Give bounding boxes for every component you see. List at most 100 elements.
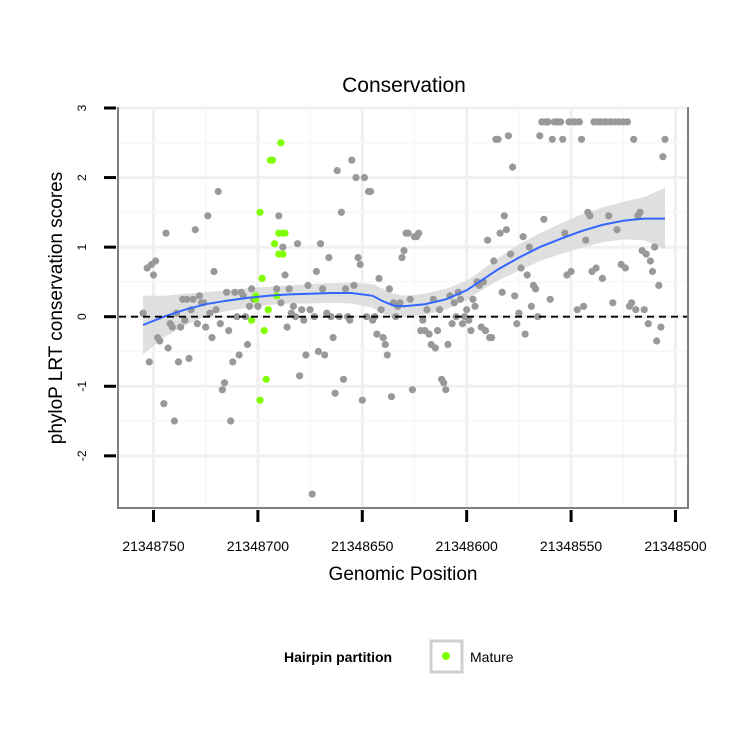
x-tick-label: 21348500 — [644, 538, 707, 554]
data-point-other — [298, 306, 306, 314]
data-point-other — [300, 316, 308, 324]
data-point-other — [229, 358, 237, 366]
x-tick-label: 21348550 — [540, 538, 603, 554]
data-point-other — [406, 295, 414, 303]
data-point-other — [467, 327, 475, 335]
data-point-other — [329, 334, 337, 342]
data-point-other — [575, 118, 584, 126]
data-point-mature — [258, 274, 266, 282]
data-point-mature — [256, 208, 264, 216]
data-point-other — [235, 351, 243, 359]
data-point-other — [511, 292, 519, 300]
y-tick-label: 2 — [75, 174, 89, 181]
data-point-other — [508, 163, 517, 171]
data-point-other — [339, 375, 348, 383]
data-point-other — [346, 316, 354, 324]
data-point-other — [327, 313, 335, 321]
data-point-other — [431, 344, 439, 352]
data-point-other — [277, 299, 285, 307]
data-point-other — [218, 386, 226, 394]
data-point-other — [440, 379, 448, 387]
data-point-other — [425, 330, 433, 338]
data-point-other — [306, 306, 314, 314]
data-point-other — [227, 417, 235, 425]
data-point-other — [536, 132, 544, 140]
x-axis: 21348750 21348700 21348650 21348600 21348550… — [122, 510, 707, 554]
data-point-other — [308, 490, 316, 498]
x-tick-label: 21348700 — [227, 538, 290, 554]
y-tick-label: -1 — [75, 381, 89, 392]
data-point-other — [435, 306, 444, 314]
data-point-other — [609, 299, 617, 307]
data-point-other — [296, 372, 304, 380]
data-point-other — [348, 156, 356, 164]
data-point-other — [400, 247, 408, 255]
data-point-other — [195, 292, 203, 300]
data-point-other — [546, 295, 554, 303]
y-axis: -2 -1 0 1 2 3 — [75, 104, 116, 461]
data-point-other — [331, 389, 339, 397]
data-point-other — [289, 302, 297, 310]
data-point-other — [557, 118, 565, 126]
data-point-other — [419, 316, 427, 324]
data-point-other — [214, 187, 222, 196]
data-point-other — [659, 153, 667, 161]
data-point-other — [598, 274, 607, 282]
data-point-other — [517, 264, 525, 272]
data-point-mature — [262, 375, 270, 383]
data-point-other — [448, 320, 456, 328]
data-point-other — [193, 320, 201, 328]
y-tick-label: 3 — [75, 104, 89, 111]
data-point-other — [162, 229, 170, 237]
data-point-mature — [260, 327, 268, 335]
data-point-other — [358, 396, 366, 404]
data-point-other — [630, 135, 638, 143]
data-point-other — [404, 229, 412, 237]
x-tick-label: 21348650 — [331, 538, 394, 554]
x-tick-label: 21348600 — [436, 538, 499, 554]
data-point-other — [273, 285, 281, 293]
data-point-other — [367, 187, 375, 196]
data-point-other — [168, 323, 176, 331]
data-point-other — [567, 267, 575, 276]
data-point-other — [385, 285, 393, 293]
data-point-other — [383, 351, 391, 359]
data-point-other — [463, 306, 471, 314]
data-point-mature — [268, 156, 277, 164]
data-point-other — [398, 254, 406, 262]
data-point-other — [291, 313, 300, 321]
data-point-other — [156, 337, 164, 345]
data-point-other — [181, 316, 189, 324]
data-point-mature — [279, 250, 287, 258]
data-point-other — [145, 358, 153, 366]
data-point-other — [174, 358, 183, 366]
data-point-other — [170, 417, 178, 425]
y-axis-title: phyloP LRT conservation scores — [46, 172, 67, 445]
data-point-other — [504, 132, 512, 140]
data-point-other — [613, 226, 621, 234]
data-point-other — [379, 334, 387, 342]
data-point-mature — [264, 306, 272, 314]
data-point-mature — [271, 240, 279, 248]
data-point-other — [605, 212, 613, 220]
data-point-other — [527, 302, 536, 310]
y-tick-label: 0 — [75, 313, 89, 320]
data-point-other — [160, 400, 168, 408]
data-point-other — [592, 264, 600, 272]
data-point-other — [644, 320, 652, 328]
data-point-other — [312, 267, 320, 276]
data-point-other — [621, 264, 630, 272]
data-point-other — [471, 302, 479, 310]
data-point-other — [206, 309, 214, 317]
data-point-other — [191, 226, 199, 234]
data-point-other — [540, 215, 548, 223]
data-point-other — [189, 295, 197, 303]
data-point-other — [525, 243, 533, 251]
data-point-other — [283, 323, 291, 331]
data-point-other — [387, 393, 396, 401]
data-point-other — [243, 340, 252, 349]
data-point-other — [450, 299, 458, 307]
data-point-other — [651, 243, 659, 251]
data-point-other — [636, 208, 644, 216]
